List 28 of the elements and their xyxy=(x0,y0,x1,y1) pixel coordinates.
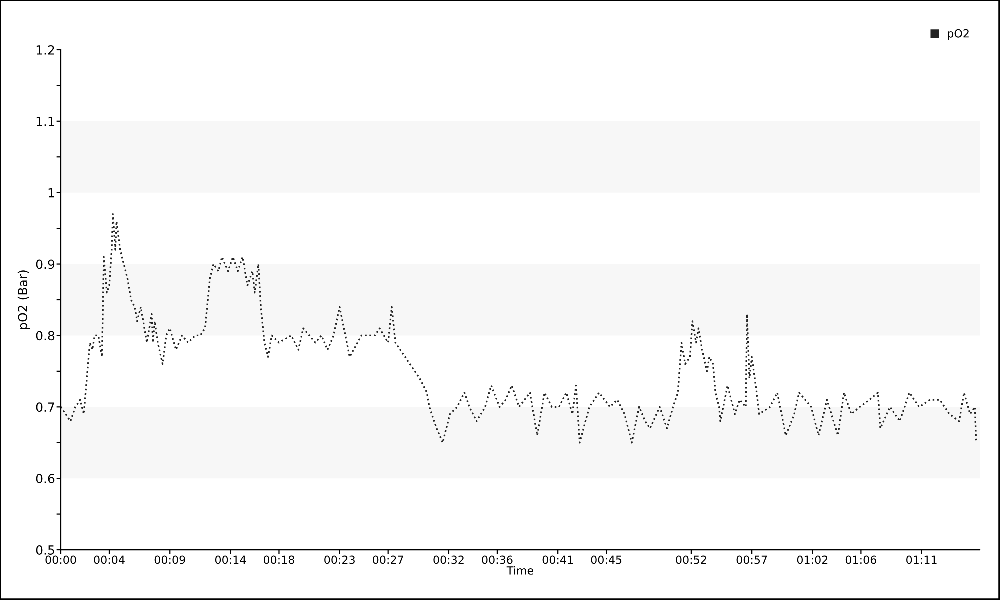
x-tick-label: 01:11 xyxy=(906,556,937,564)
legend-label: pO2 xyxy=(948,29,969,40)
y-tick-label: 0.8 xyxy=(36,331,55,341)
x-tick-label: 00:32 xyxy=(434,556,464,564)
x-tick-label: 01:02 xyxy=(797,556,828,564)
x-tick-label: 00:04 xyxy=(94,556,125,564)
y-tick-label: 1.1 xyxy=(36,117,54,126)
x-tick-label: 00:27 xyxy=(373,556,404,564)
x-tick-label: 00:45 xyxy=(591,556,622,564)
x-tick-label: 01:06 xyxy=(846,556,876,564)
x-tick-label: 00:18 xyxy=(264,556,294,564)
y-tick-label: 1.2 xyxy=(36,45,54,55)
x-tick-label: 00:52 xyxy=(676,556,706,564)
x-tick-label: 00:00 xyxy=(46,556,76,564)
y-tick-label: 0.9 xyxy=(36,260,55,270)
y-axis-title: pO2 (Bar) xyxy=(18,270,30,330)
line-series xyxy=(61,213,978,444)
x-tick-label: 00:14 xyxy=(215,556,246,564)
x-axis-title: Time xyxy=(506,566,534,575)
x-tick-label: 00:41 xyxy=(542,556,574,564)
y-tick-label: 0.6 xyxy=(36,474,55,484)
x-tick-label: 00:57 xyxy=(736,556,768,564)
x-tick-label: 00:36 xyxy=(482,556,513,564)
x-tick-label: 00:23 xyxy=(324,556,355,564)
y-tick-label: 0.5 xyxy=(36,545,54,555)
y-tick-label: 1 xyxy=(48,188,54,198)
y-tick-label: 0.7 xyxy=(36,402,54,412)
x-tick-label: 00:09 xyxy=(154,556,186,564)
